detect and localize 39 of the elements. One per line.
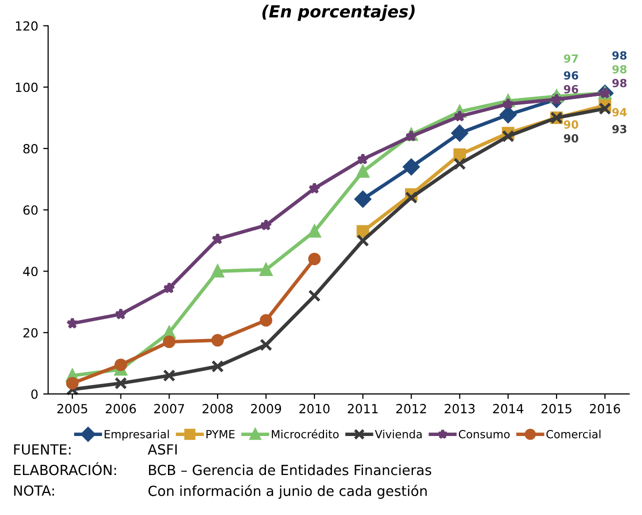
y-tick-label: 80 xyxy=(23,144,38,154)
text: NOTA: Con información a junio de cada gestión xyxy=(14,484,427,499)
data-label: 90 xyxy=(564,120,578,129)
x-tick-label: 2012 xyxy=(396,404,426,414)
data-label: 97 xyxy=(564,54,578,63)
legend-label: PYME xyxy=(206,430,235,438)
legend-label: Microcrédito xyxy=(272,429,339,438)
y-tick-label: 20 xyxy=(23,328,38,338)
x-tick-label: 2016 xyxy=(590,404,620,414)
x-tick-label: 2005 xyxy=(57,404,88,414)
text: FUENTE: ASFI xyxy=(14,444,177,455)
x-tick-label: 2011 xyxy=(348,404,378,414)
data-label: 98 xyxy=(612,78,627,88)
legend-label: Vivienda xyxy=(374,430,422,438)
chart-title: (En porcentajes) xyxy=(262,4,415,22)
legend-label: Comercial xyxy=(546,430,600,438)
data-label: 90 xyxy=(564,134,578,143)
x-tick-label: 2008 xyxy=(202,404,233,414)
data-label: 94 xyxy=(612,108,627,116)
y-tick-label: 100 xyxy=(16,82,38,92)
x-tick-label: 2006 xyxy=(106,404,136,414)
legend-label: Empresarial xyxy=(104,430,169,441)
x-tick-label: 2013 xyxy=(444,404,475,414)
data-label: 98 xyxy=(612,65,627,74)
x-tick-label: 2009 xyxy=(251,404,282,414)
data-label: 93 xyxy=(612,124,626,134)
data-label: 98 xyxy=(612,51,627,60)
text: ELABORACIÓN: BCB – Gerencia de Entidades Financieras xyxy=(14,462,432,476)
y-tick-label: 120 xyxy=(16,21,38,31)
data-label: 96 xyxy=(564,71,578,80)
x-tick-label: 2007 xyxy=(154,404,184,414)
x-tick-label: 2010 xyxy=(299,404,330,414)
y-tick-label: 40 xyxy=(23,266,38,276)
y-tick-label: 0 xyxy=(31,389,38,399)
legend-label: Consumo xyxy=(458,430,510,438)
y-tick-label: 60 xyxy=(23,205,38,215)
x-tick-label: 2014 xyxy=(493,404,524,414)
x-tick-label: 2015 xyxy=(542,404,572,414)
data-label: 96 xyxy=(564,85,578,94)
